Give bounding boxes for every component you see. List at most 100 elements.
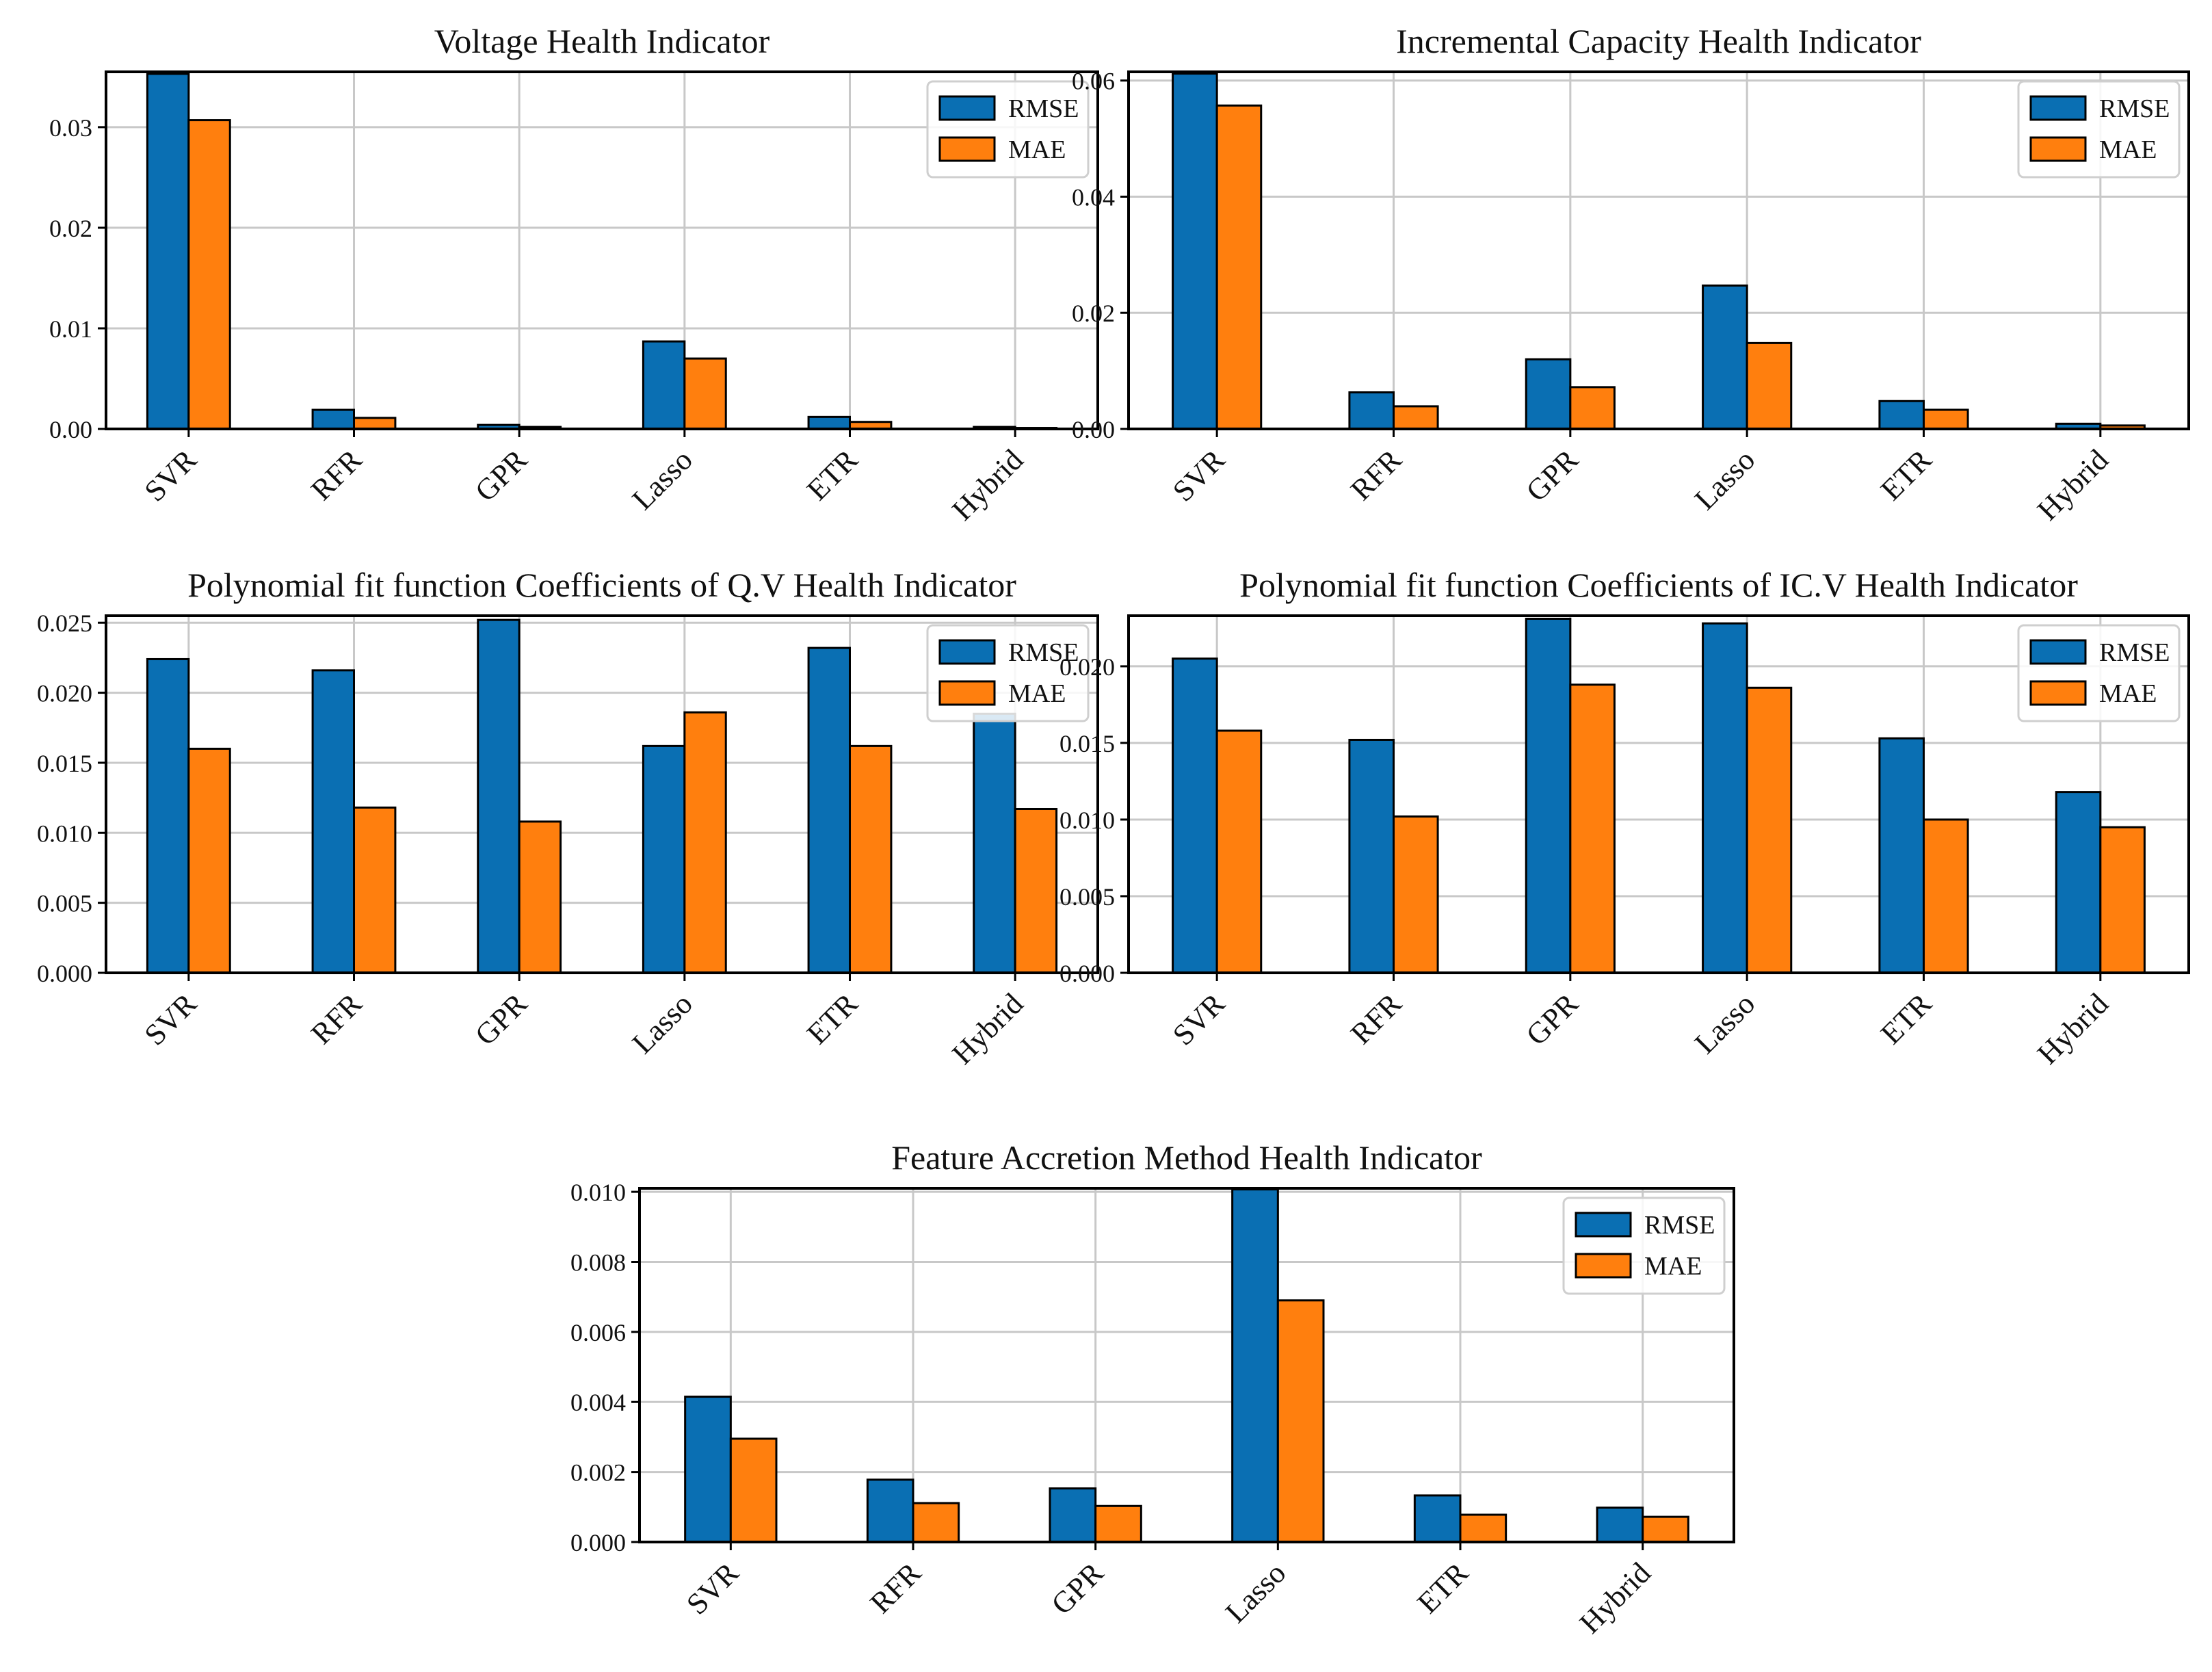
chart2-legend-swatch-rmse	[938, 639, 996, 665]
chart3-bar-rmse-svr	[1172, 657, 1218, 974]
chart3-ytick-label-0: 0.000	[1059, 960, 1115, 987]
chart2-xtick-label-etr: ETR	[800, 987, 865, 1051]
chart1-xtick-label-gpr: GPR	[1520, 443, 1585, 508]
chart1-ytick-label-2: 0.04	[1072, 183, 1115, 211]
chart2-ytick-label-0: 0.000	[37, 960, 92, 987]
chart1-bar-rmse-svr	[1172, 73, 1218, 430]
chart1-legend-label-rmse: RMSE	[2099, 94, 2170, 123]
chart3-xtick-label-lasso: Lasso	[1688, 987, 1761, 1060]
chart4-bar-mae-svr	[729, 1437, 778, 1543]
chart1-legend-swatch-rmse	[2029, 95, 2087, 121]
chart3-bar-rmse-rfr	[1348, 738, 1395, 974]
chart3: Polynomial fit function Coefficients of …	[1059, 566, 2190, 1071]
chart0-ytick-label-0: 0.00	[49, 416, 92, 443]
chart3-legend-label-mae: MAE	[2099, 679, 2157, 708]
chart2-xtick-label-rfr: RFR	[304, 987, 369, 1051]
chart2-xtick-label-lasso: Lasso	[626, 987, 699, 1060]
chart0-legend-label-mae: MAE	[1008, 135, 1066, 164]
chart2-bar-rmse-svr	[146, 657, 190, 974]
chart1-bar-mae-lasso	[1746, 341, 1793, 430]
chart3-bar-mae-rfr	[1393, 815, 1439, 974]
chart1-frame	[1127, 70, 2190, 430]
chart4-bar-rmse-svr	[684, 1396, 732, 1543]
chart2-bar-mae-svr	[187, 747, 231, 974]
chart3-xtick-label-rfr: RFR	[1344, 987, 1408, 1051]
chart1-ytick-label-0: 0.00	[1072, 416, 1115, 443]
chart4-xtick-label-svr: SVR	[680, 1556, 746, 1621]
chart2-bar-mae-rfr	[353, 806, 397, 974]
chart4-xtick-label-hybrid: Hybrid	[1573, 1556, 1657, 1640]
chart1: Incremental Capacity Health Indicator 0.0…	[1072, 22, 2190, 527]
chart0-bar-mae-svr	[187, 119, 231, 430]
chart0-legend-swatch-rmse	[938, 95, 996, 121]
chart1-bar-rmse-gpr	[1525, 358, 1572, 430]
chart4-ytick-label-3: 0.006	[570, 1319, 626, 1346]
chart0-legend-swatch-mae	[938, 136, 996, 162]
chart3-frame	[1127, 614, 2190, 974]
chart0-title: Voltage Health Indicator	[434, 22, 770, 60]
chart3-xtick-label-svr: SVR	[1166, 987, 1232, 1052]
chart1-legend-label-mae: MAE	[2099, 135, 2157, 164]
chart3-xtick-label-gpr: GPR	[1520, 987, 1585, 1052]
chart0-frame	[105, 70, 1099, 430]
chart2-ytick-label-5: 0.025	[37, 610, 92, 637]
chart1-bar-mae-gpr	[1569, 386, 1616, 430]
chart3-ytick-label-3: 0.015	[1059, 730, 1115, 757]
chart0-ytick-label-2: 0.02	[49, 215, 92, 242]
chart3-xtick-label-etr: ETR	[1874, 987, 1938, 1051]
chart3-bar-mae-hybrid	[2099, 826, 2146, 974]
chart3-ytick-label-1: 0.005	[1059, 883, 1115, 911]
chart4-legend-label-mae: MAE	[1644, 1252, 1702, 1281]
chart1-xtick-label-lasso: Lasso	[1688, 443, 1761, 516]
chart4-bar-mae-gpr	[1094, 1504, 1142, 1543]
chart4-title: Feature Accretion Method Health Indicato…	[891, 1138, 1482, 1177]
chart1-bar-rmse-etr	[1878, 400, 1925, 430]
chart1-xtick-label-etr: ETR	[1874, 443, 1938, 507]
chart3-xtick-label-hybrid: Hybrid	[2031, 987, 2115, 1071]
chart4-xtick-label-etr: ETR	[1411, 1556, 1475, 1620]
chart4-bar-mae-hybrid	[1642, 1515, 1689, 1543]
chart2-legend-swatch-mae	[938, 680, 996, 706]
chart2-xtick-label-hybrid: Hybrid	[945, 987, 1029, 1071]
chart2-legend-label-mae: MAE	[1008, 679, 1066, 708]
chart3-ytick-label-4: 0.020	[1059, 653, 1115, 681]
chart3-title: Polynomial fit function Coefficients of …	[1239, 566, 2078, 604]
chart2-ytick-label-3: 0.015	[37, 750, 92, 777]
chart1-bar-mae-etr	[1923, 408, 1969, 430]
chart0-bar-rmse-rfr	[311, 408, 356, 430]
chart0-ytick-label-3: 0.03	[49, 114, 92, 142]
chart0-xtick-label-etr: ETR	[800, 443, 865, 507]
chart0-xtick-label-hybrid: Hybrid	[945, 443, 1029, 527]
chart4-bar-rmse-gpr	[1049, 1487, 1097, 1543]
chart2-xtick-label-gpr: GPR	[469, 987, 534, 1052]
chart2-bar-rmse-gpr	[477, 618, 521, 974]
chart2: Polynomial fit function Coefficients of …	[37, 566, 1099, 1071]
chart1-title: Incremental Capacity Health Indicator	[1396, 22, 1921, 60]
chart4-bar-mae-rfr	[912, 1502, 960, 1543]
chart4: Feature Accretion Method Health Indicato…	[570, 1138, 1735, 1640]
chart0: Voltage Health Indicator 0.00 0.01 0.02 0.03…	[49, 22, 1099, 527]
chart0-ytick-label-1: 0.01	[49, 315, 92, 343]
chart4-bar-mae-etr	[1459, 1513, 1507, 1543]
chart1-ytick-label-1: 0.02	[1072, 300, 1115, 327]
chart1-ytick-label-3: 0.06	[1072, 68, 1115, 95]
chart4-legend-swatch-mae	[1575, 1253, 1632, 1279]
chart3-bar-rmse-hybrid	[2055, 791, 2102, 974]
chart2-title: Polynomial fit function Coefficients of …	[187, 566, 1016, 604]
chart3-ytick-label-2: 0.010	[1059, 807, 1115, 834]
chart4-bar-rmse-rfr	[866, 1478, 914, 1543]
chart1-xtick-label-svr: SVR	[1166, 443, 1232, 508]
chart4-bar-rmse-etr	[1413, 1494, 1462, 1543]
chart0-xtick-label-lasso: Lasso	[626, 443, 699, 516]
chart4-ytick-label-5: 0.010	[570, 1179, 626, 1206]
chart4-frame	[638, 1187, 1735, 1543]
chart2-bar-rmse-etr	[807, 646, 852, 974]
chart3-bar-rmse-etr	[1878, 737, 1925, 974]
chart1-bar-rmse-lasso	[1702, 284, 1748, 430]
chart2-xtick-label-svr: SVR	[138, 987, 204, 1052]
chart2-bar-rmse-rfr	[311, 669, 356, 974]
chart2-frame	[105, 614, 1099, 974]
chart2-bar-rmse-hybrid	[973, 712, 1016, 974]
chart1-xtick-label-rfr: RFR	[1344, 443, 1408, 507]
chart0-bar-rmse-etr	[807, 415, 852, 430]
